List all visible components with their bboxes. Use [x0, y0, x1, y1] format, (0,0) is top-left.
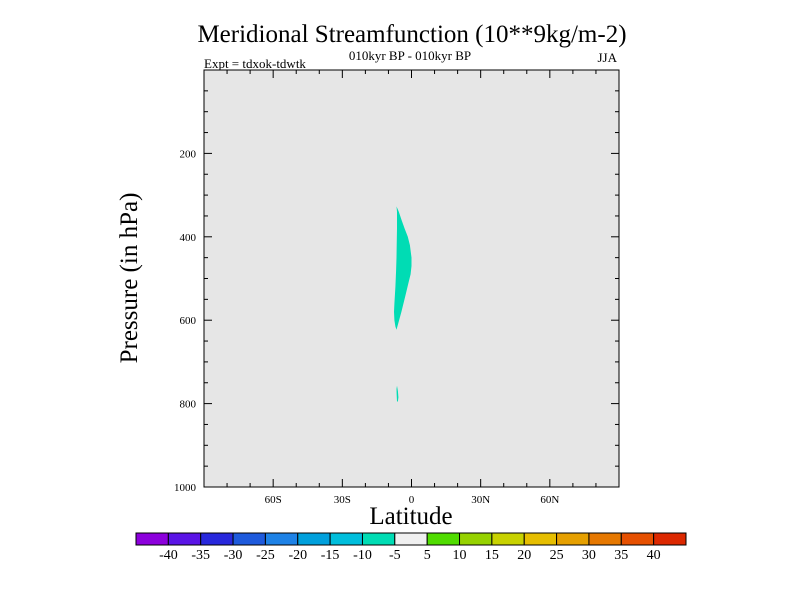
- x-axis-label: Latitude: [369, 503, 452, 530]
- x-tick-label: 30S: [334, 494, 351, 506]
- colorbar-label: -40: [159, 548, 178, 563]
- colorbar-label: -15: [321, 548, 340, 563]
- colorbar-label: -30: [224, 548, 243, 563]
- colorbar-box: [620, 532, 655, 546]
- colorbar-label: 5: [424, 548, 431, 563]
- colorbar-label: -5: [389, 548, 401, 563]
- colorbar-box: [459, 532, 493, 546]
- colorbar-box: [264, 532, 299, 546]
- colorbar-box: [200, 532, 234, 546]
- contour-regions: [394, 206, 412, 402]
- colorbar-box: [329, 532, 363, 546]
- colorbar-box: [588, 532, 622, 546]
- colorbar-box: [167, 532, 202, 546]
- colorbar-box: [394, 532, 428, 546]
- colorbar-label: -20: [288, 548, 307, 563]
- y-tick-label: 1000: [174, 482, 197, 494]
- x-tick-label: 60S: [265, 494, 282, 506]
- colorbar-label: 25: [550, 548, 564, 563]
- chart-subtitle-left: Expt = tdxok-tdwtk: [204, 56, 306, 71]
- colorbar-box: [491, 532, 525, 546]
- colorbar-label: 15: [485, 548, 499, 563]
- x-tick-label: 60N: [540, 494, 559, 506]
- y-axis-label: Pressure (in hPa): [116, 193, 143, 364]
- colorbar-box: [232, 532, 266, 546]
- y-tick-label: 400: [180, 232, 197, 244]
- colorbar-box: [135, 532, 169, 546]
- y-tick-label: 600: [180, 315, 197, 327]
- chart-title: Meridional Streamfunction (10**9kg/m-2): [197, 21, 626, 48]
- colorbar-label: 35: [614, 548, 628, 563]
- colorbar-box: [426, 532, 461, 546]
- colorbar-label: -25: [256, 548, 275, 563]
- colorbar-box: [523, 532, 558, 546]
- colorbar-box: [361, 532, 396, 546]
- x-tick-label: 0: [409, 494, 415, 506]
- y-tick-label: 800: [180, 399, 197, 411]
- x-tick-label: 30N: [471, 494, 490, 506]
- region-lower: [396, 385, 399, 402]
- plot-area: [204, 70, 619, 487]
- colorbar-label: 10: [453, 548, 467, 563]
- colorbar-box: [653, 532, 687, 546]
- colorbar: -40 -35 -30 -25 -20 -15 -10 -5 5 10 15 20 25 30 35 40: [135, 532, 687, 563]
- colorbar-label: 40: [647, 548, 661, 563]
- chart-subtitle-center: 010kyr BP - 010kyr BP: [349, 48, 471, 63]
- colorbar-box: [556, 532, 590, 546]
- colorbar-label: 30: [582, 548, 596, 563]
- chart-subtitle-right: JJA: [597, 50, 617, 65]
- plot-frame: [203, 69, 620, 488]
- colorbar-label: -10: [353, 548, 372, 563]
- colorbar-label: 20: [517, 548, 531, 563]
- region-upper: [394, 206, 412, 330]
- y-tick-label: 200: [180, 148, 197, 160]
- colorbar-box: [297, 532, 331, 546]
- colorbar-label: -35: [191, 548, 210, 563]
- axis-ticks: 200 400 600 800 1000 60S 30S 0 30N 60N: [174, 70, 619, 506]
